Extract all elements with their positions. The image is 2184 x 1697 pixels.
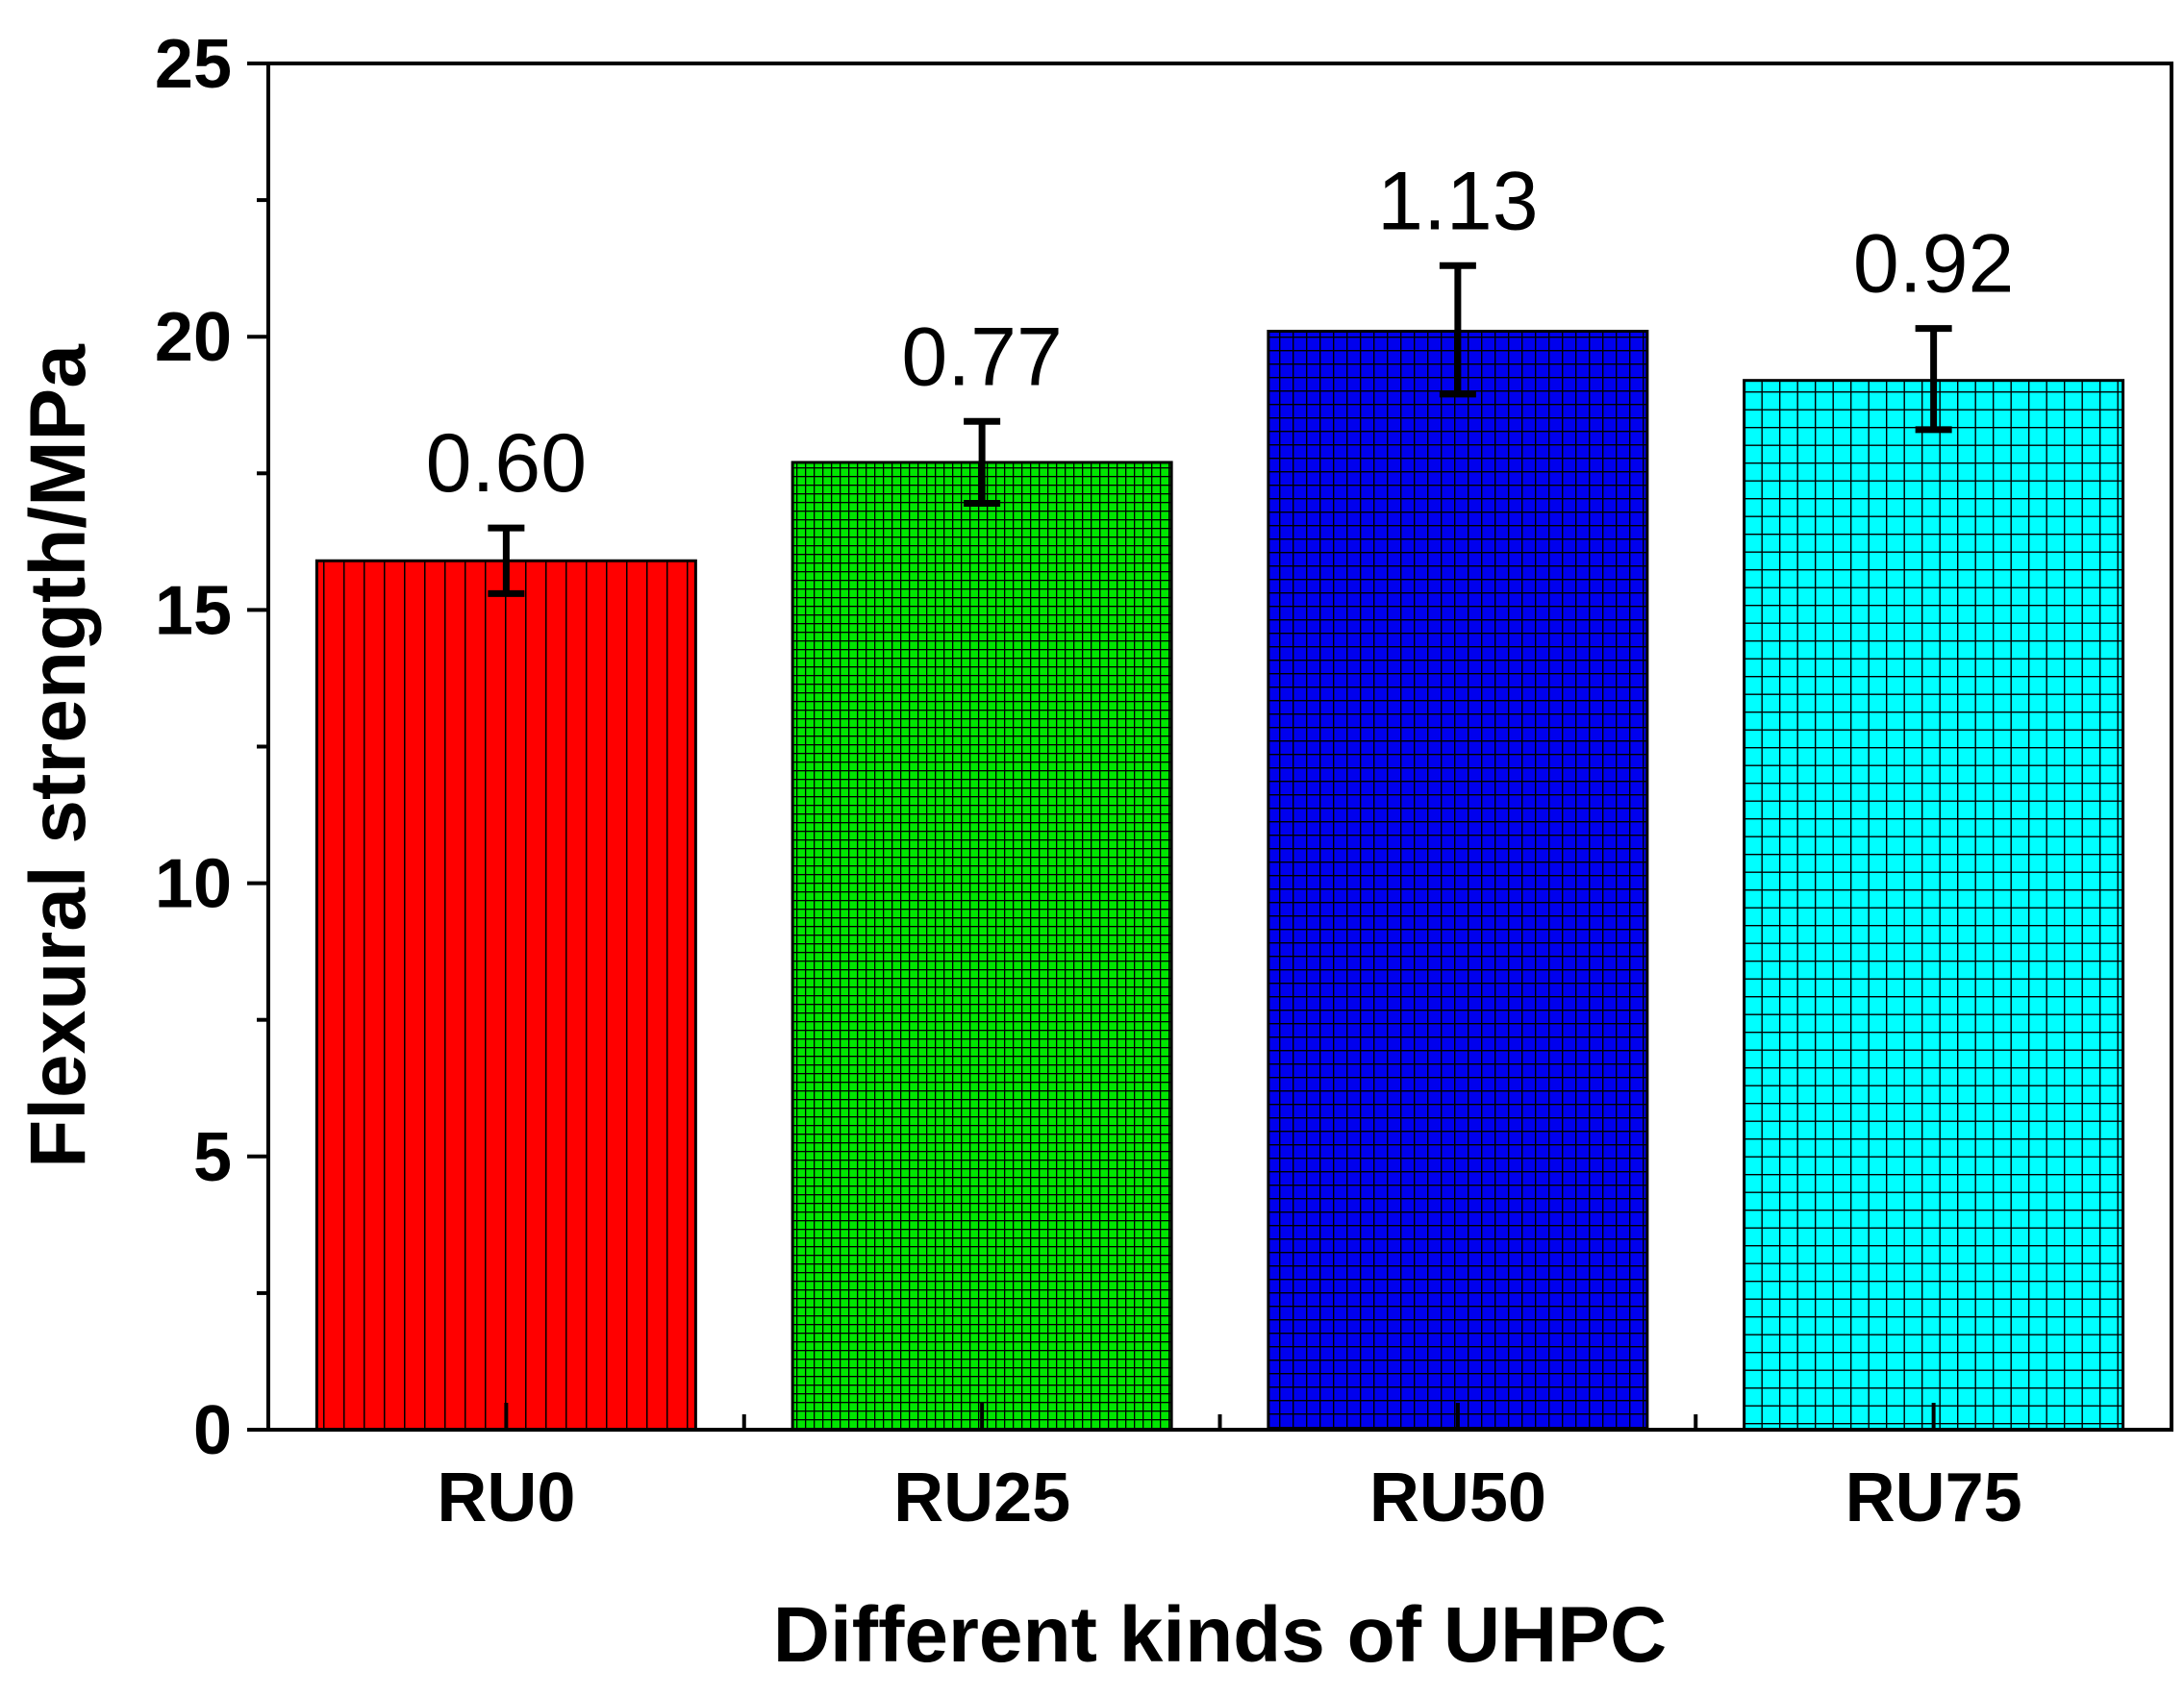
bar-pattern-ru75 xyxy=(1744,380,2123,1430)
bar-pattern-ru25 xyxy=(792,462,1172,1430)
y-tick-label-20: 20 xyxy=(155,299,232,376)
y-tick-label-25: 25 xyxy=(155,26,232,103)
x-axis-title: Different kinds of UHPC xyxy=(773,1591,1667,1679)
bar-ru25 xyxy=(791,461,1173,1432)
bar-pattern-ru0 xyxy=(316,561,696,1430)
x-tick-label-ru0: RU0 xyxy=(437,1460,575,1536)
labels-layer: 0.60 RU0 0.77 RU25 1.13 RU50 0.92 RU75 0 5 10 15 20 2… xyxy=(155,26,2022,1536)
bars-layer xyxy=(314,330,2125,1432)
y-tick-label-10: 10 xyxy=(155,846,232,923)
data-label-ru50: 1.13 xyxy=(1377,155,1538,247)
error-bar-ru25 xyxy=(964,417,1001,508)
bar-pattern-ru50 xyxy=(1268,331,1647,1430)
bar-ru75 xyxy=(1743,379,2125,1432)
y-axis-title: Flexural strength/MPa xyxy=(14,343,102,1168)
error-bar-ru50 xyxy=(1439,262,1476,398)
data-label-ru25: 0.77 xyxy=(901,311,1062,403)
y-tick-label-0: 0 xyxy=(193,1392,232,1469)
error-bar-ru0 xyxy=(488,524,525,597)
x-tick-label-ru50: RU50 xyxy=(1369,1460,1546,1536)
axes-layer xyxy=(247,62,2173,1432)
data-label-ru0: 0.60 xyxy=(426,417,587,510)
error-bar-ru75 xyxy=(1915,325,1952,434)
x-tick-label-ru25: RU25 xyxy=(893,1460,1070,1536)
data-label-ru75: 0.92 xyxy=(1853,218,2014,311)
error-bars-layer xyxy=(488,262,1952,597)
x-tick-label-ru75: RU75 xyxy=(1845,1460,2022,1536)
bar-ru50 xyxy=(1267,330,1649,1432)
bar-ru0 xyxy=(314,559,697,1432)
y-tick-label-5: 5 xyxy=(193,1119,232,1196)
y-tick-label-15: 15 xyxy=(155,572,232,649)
